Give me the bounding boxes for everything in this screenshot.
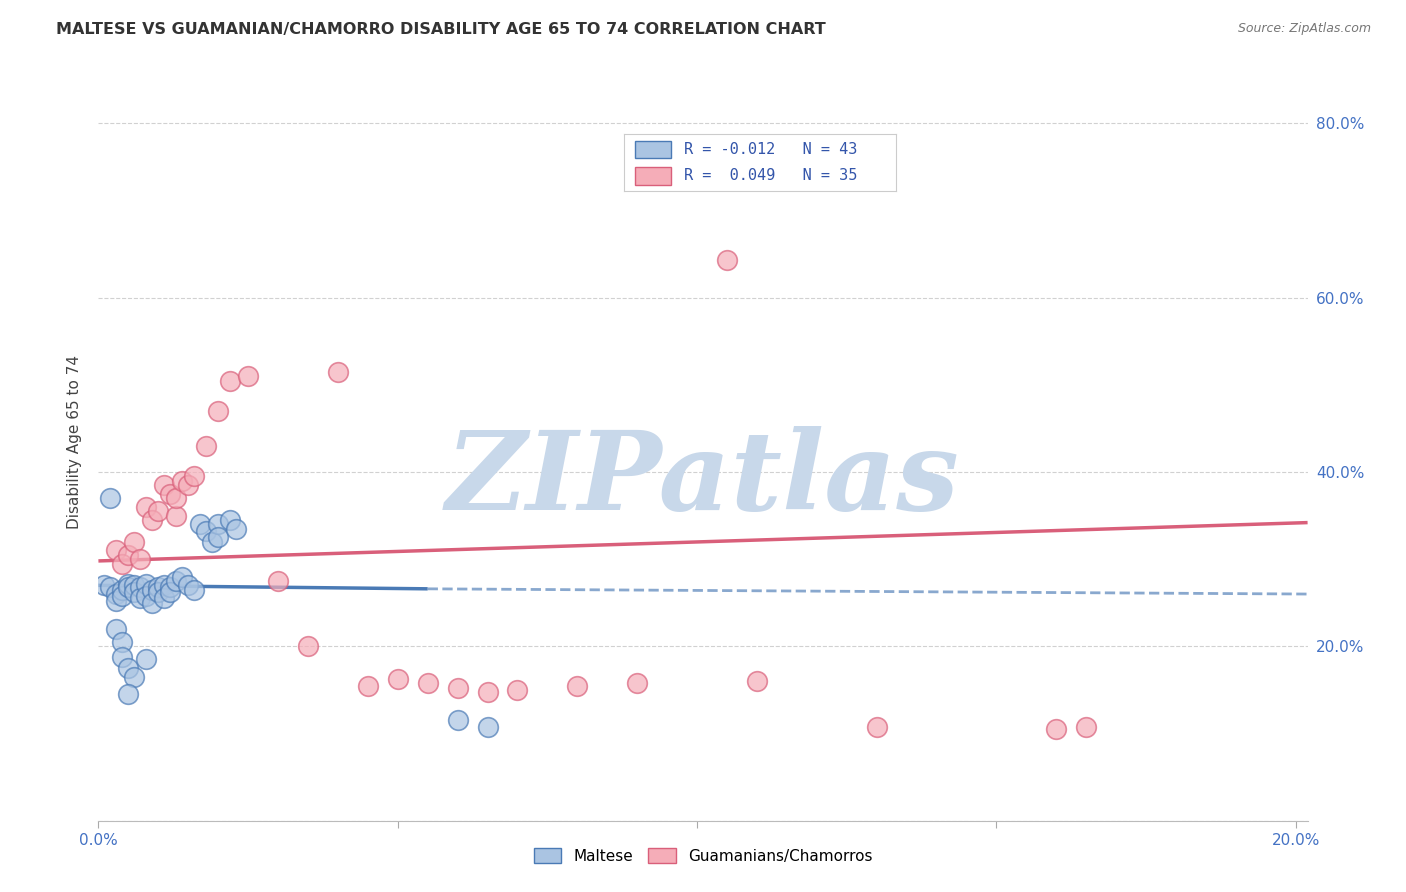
- Point: [183, 469, 205, 483]
- Point: [207, 517, 229, 532]
- Point: [105, 622, 128, 636]
- Point: [111, 649, 134, 664]
- Point: [477, 684, 499, 698]
- Point: [297, 640, 319, 654]
- Point: [267, 574, 290, 588]
- Point: [357, 679, 380, 693]
- Point: [172, 569, 194, 583]
- Point: [172, 474, 194, 488]
- Point: [135, 589, 157, 603]
- Text: ZIPatlas: ZIPatlas: [446, 425, 960, 533]
- Point: [111, 582, 134, 597]
- Point: [135, 576, 157, 591]
- Text: Source: ZipAtlas.com: Source: ZipAtlas.com: [1237, 22, 1371, 36]
- Point: [111, 557, 134, 571]
- Point: [207, 404, 229, 418]
- Point: [326, 365, 349, 379]
- Point: [387, 673, 409, 687]
- Point: [124, 585, 146, 599]
- Point: [129, 591, 152, 606]
- Point: [865, 719, 887, 733]
- Point: [165, 491, 187, 506]
- Point: [225, 522, 247, 536]
- Point: [159, 487, 181, 501]
- Point: [416, 676, 439, 690]
- Point: [236, 369, 259, 384]
- Point: [567, 679, 589, 693]
- Point: [165, 508, 187, 523]
- Y-axis label: Disability Age 65 to 74: Disability Age 65 to 74: [67, 354, 83, 529]
- Point: [159, 585, 181, 599]
- Point: [135, 500, 157, 514]
- Point: [446, 714, 468, 728]
- Point: [124, 578, 146, 592]
- Point: [148, 504, 170, 518]
- Point: [201, 534, 224, 549]
- Point: [105, 543, 128, 558]
- Point: [195, 524, 218, 539]
- Point: [111, 635, 134, 649]
- Point: [129, 580, 152, 594]
- Point: [188, 517, 211, 532]
- Point: [219, 374, 242, 388]
- Point: [195, 439, 218, 453]
- Point: [135, 652, 157, 666]
- Point: [111, 589, 134, 603]
- Point: [105, 587, 128, 601]
- Point: [124, 534, 146, 549]
- Point: [477, 719, 499, 733]
- Point: [117, 548, 139, 562]
- Point: [626, 676, 648, 690]
- Point: [141, 596, 163, 610]
- Point: [117, 580, 139, 594]
- Legend: Maltese, Guamanians/Chamorros: Maltese, Guamanians/Chamorros: [527, 842, 879, 870]
- Point: [100, 491, 122, 506]
- Point: [100, 580, 122, 594]
- Point: [117, 576, 139, 591]
- Point: [153, 591, 176, 606]
- Point: [745, 674, 768, 689]
- Point: [153, 578, 176, 592]
- Point: [219, 513, 242, 527]
- Point: [153, 478, 176, 492]
- Point: [141, 513, 163, 527]
- Point: [177, 478, 200, 492]
- Point: [141, 582, 163, 597]
- Point: [105, 594, 128, 608]
- Point: [1074, 719, 1097, 733]
- Point: [117, 661, 139, 675]
- Point: [129, 552, 152, 566]
- Point: [506, 682, 529, 697]
- Point: [446, 681, 468, 695]
- Point: [124, 670, 146, 684]
- Point: [165, 574, 187, 588]
- Point: [716, 253, 738, 268]
- Point: [148, 585, 170, 599]
- Point: [117, 687, 139, 701]
- Point: [148, 580, 170, 594]
- Text: MALTESE VS GUAMANIAN/CHAMORRO DISABILITY AGE 65 TO 74 CORRELATION CHART: MALTESE VS GUAMANIAN/CHAMORRO DISABILITY…: [56, 22, 825, 37]
- Point: [159, 580, 181, 594]
- Point: [1045, 722, 1067, 736]
- Point: [207, 530, 229, 544]
- Point: [177, 578, 200, 592]
- Point: [183, 582, 205, 597]
- Point: [93, 578, 115, 592]
